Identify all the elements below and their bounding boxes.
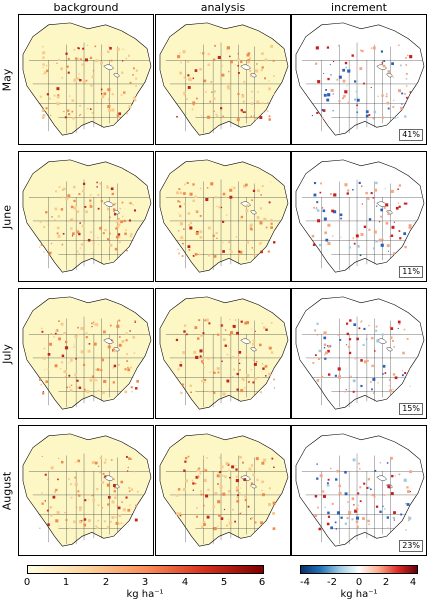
colorbar-tick: -4: [300, 577, 310, 588]
colorbar-tick: 0: [23, 577, 31, 588]
column-title-increment: increment: [331, 1, 387, 14]
increment-percent-label: 15%: [399, 403, 423, 415]
map-panel-background-june: [18, 151, 154, 282]
colorbar-tick: 4: [409, 577, 417, 588]
increment-percent-label: 11%: [399, 266, 423, 278]
column-title-background: background: [53, 1, 119, 14]
colorbar-unit: kg ha⁻¹: [126, 589, 164, 600]
row-label-june: June: [0, 204, 14, 229]
row-label-july: July: [0, 343, 14, 364]
colorbar-tick: 2: [382, 577, 390, 588]
colorbar-background-analysis: [27, 565, 264, 574]
map-panel-increment-june: 11%: [291, 151, 427, 282]
colorbar-tick: 1: [62, 577, 70, 588]
colorbar-unit: kg ha⁻¹: [340, 589, 378, 600]
row-label-august: August: [0, 471, 14, 510]
map-panel-analysis-july: [155, 288, 291, 419]
colorbar-tick: 3: [141, 577, 149, 588]
colorbar-tick: 5: [220, 577, 228, 588]
increment-percent-label: 23%: [399, 540, 423, 552]
colorbar-tick: 2: [102, 577, 110, 588]
colorbar-tick: -2: [327, 577, 337, 588]
map-panel-background-august: [18, 425, 154, 556]
map-panel-increment-may: 41%: [291, 14, 427, 145]
colorbar-tick: 4: [181, 577, 189, 588]
map-panel-analysis-may: [155, 14, 291, 145]
column-title-analysis: analysis: [200, 1, 246, 14]
map-panel-increment-july: 15%: [291, 288, 427, 419]
increment-percent-label: 41%: [399, 129, 423, 141]
colorbar-tick: 0: [355, 577, 363, 588]
map-panel-background-may: [18, 14, 154, 145]
map-panel-increment-august: 23%: [291, 425, 427, 556]
row-label-may: May: [0, 68, 14, 91]
map-panel-analysis-june: [155, 151, 291, 282]
colorbar-increment: [300, 565, 418, 574]
map-panel-analysis-august: [155, 425, 291, 556]
map-panel-background-july: [18, 288, 154, 419]
colorbar-tick: 6: [258, 577, 266, 588]
